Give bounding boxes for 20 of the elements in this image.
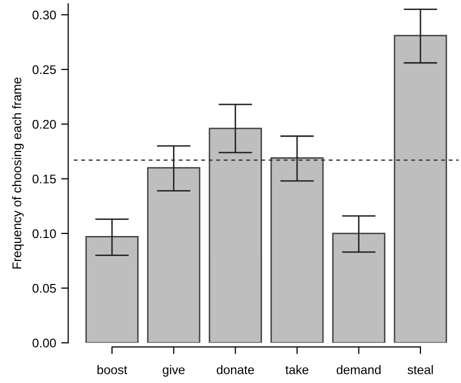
bar [394,34,448,343]
y-tick-label: 0.15 [32,174,56,184]
y-tick-label: 0.10 [32,229,56,238]
bar [270,157,324,343]
y-tick-label: 0.20 [32,120,56,129]
y-tick-label: 0.00 [32,338,56,348]
y-tick-label: 0.05 [32,284,56,293]
bar [208,128,262,343]
bar [332,232,386,343]
x-tick-label: take [285,365,308,374]
x-tick-label: demand [336,365,381,374]
x-tick-label: donate [216,365,254,374]
x-tick-label: boost [98,365,128,374]
y-axis-title: Frequency of choosing each frame [12,78,24,269]
x-tick-label: steal [408,365,433,374]
x-tick-label: give [162,365,185,377]
y-tick-label: 0.30 [32,10,56,20]
bar [85,236,139,343]
bar [147,167,200,343]
y-tick-label: 0.25 [32,65,56,74]
